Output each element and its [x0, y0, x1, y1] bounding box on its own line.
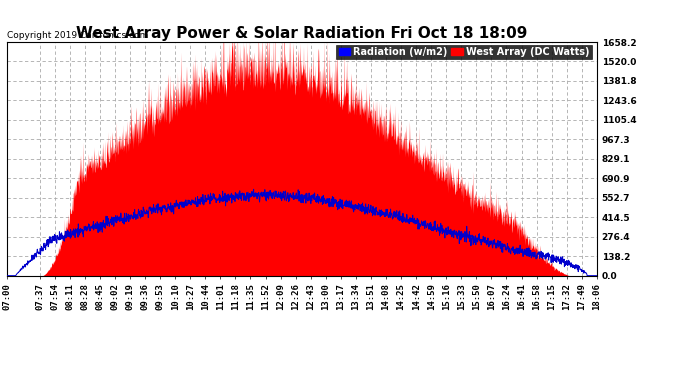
Title: West Array Power & Solar Radiation Fri Oct 18 18:09: West Array Power & Solar Radiation Fri O… — [76, 26, 528, 41]
Legend: Radiation (w/m2), West Array (DC Watts): Radiation (w/m2), West Array (DC Watts) — [336, 45, 592, 59]
Text: Copyright 2019 Cartronics.com: Copyright 2019 Cartronics.com — [7, 31, 148, 40]
